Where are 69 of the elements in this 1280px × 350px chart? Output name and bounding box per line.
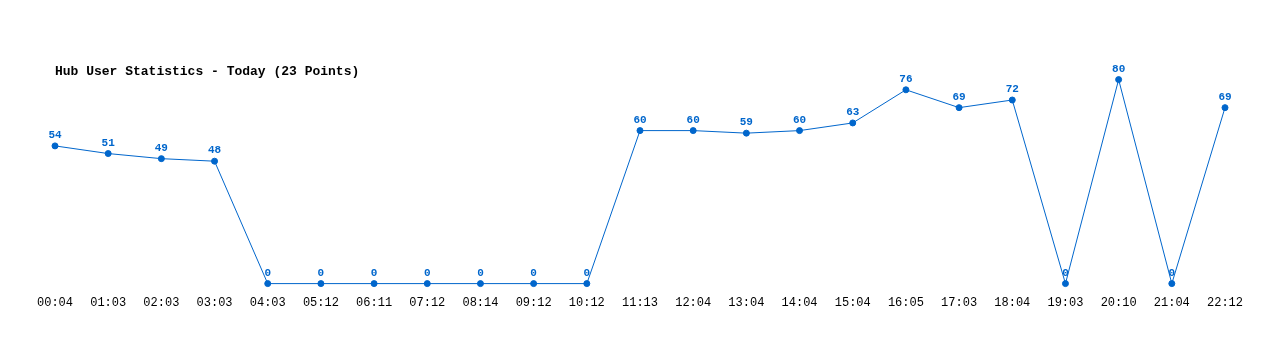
point (955, 104, 963, 112)
x-tick-label: 12:04 (675, 295, 712, 310)
point (157, 155, 165, 163)
data-label: 0 (477, 266, 484, 279)
data-label: 60 (792, 113, 807, 126)
data-label: 0 (1168, 266, 1176, 279)
data-label: 72 (1005, 83, 1019, 96)
data-label: 0 (264, 266, 272, 279)
data-label: 0 (530, 266, 537, 279)
point (742, 129, 750, 137)
data-label: 54 (48, 129, 62, 142)
point (317, 280, 325, 288)
x-tick-label: 16:05 (887, 295, 924, 310)
x-tick-label: 10:12 (568, 295, 605, 310)
x-tick-label: 07:12 (409, 295, 446, 310)
x-tick-label: 06:11 (356, 295, 393, 310)
data-label: 0 (317, 266, 325, 279)
point (1115, 76, 1123, 84)
point (1221, 104, 1229, 112)
x-tick-label: 02:03 (143, 295, 180, 310)
chart-title: Hub User Statistics - Today (23 Points) (55, 64, 360, 80)
x-tick-label: 11:13 (621, 295, 659, 310)
x-tick-label: 14:04 (781, 295, 818, 310)
x-tick-label: 09:12 (515, 295, 552, 310)
x-tick-label: 01:03 (90, 295, 127, 310)
x-tick-label: 04:03 (249, 295, 286, 310)
point (104, 150, 112, 158)
data-label: 51 (101, 136, 116, 149)
x-tick-label: 22:12 (1206, 295, 1244, 310)
x-tick-label: 17:03 (941, 295, 978, 310)
data-label: 76 (899, 73, 913, 86)
point (530, 280, 538, 288)
x-tick-label: 21:04 (1153, 295, 1190, 310)
point (51, 142, 59, 150)
point (1061, 280, 1069, 288)
data-label: 63 (846, 106, 860, 119)
x-tick-label: 05:12 (302, 295, 339, 310)
data-label: 0 (370, 266, 378, 279)
data-label: 0 (423, 266, 431, 279)
point (583, 280, 591, 288)
data-label: 60 (633, 113, 647, 126)
point (1008, 96, 1016, 104)
point (849, 119, 857, 127)
x-tick-label: 00:04 (36, 295, 74, 310)
x-tick-label: 15:04 (834, 295, 871, 310)
point (423, 280, 431, 288)
data-label: 59 (739, 116, 753, 129)
x-tick-label: 13:04 (728, 295, 765, 310)
x-tick-label: 08:14 (462, 295, 499, 310)
data-label: 69 (952, 90, 966, 103)
point (796, 127, 804, 135)
point (689, 127, 697, 135)
data-label: 48 (207, 144, 222, 157)
x-tick-label: 18:04 (994, 295, 1031, 310)
point (476, 280, 484, 288)
point (1168, 280, 1176, 288)
x-tick-label: 19:03 (1047, 295, 1084, 310)
data-label: 60 (686, 113, 700, 126)
x-tick-label: 03:03 (196, 295, 233, 310)
x-tick-label: 20:10 (1100, 295, 1137, 310)
data-label: 80 (1112, 62, 1126, 75)
point (636, 127, 644, 135)
data-label: 49 (154, 141, 168, 154)
data-label: 0 (583, 266, 591, 279)
point (264, 280, 272, 288)
point (211, 157, 219, 165)
point (370, 280, 378, 288)
data-label: 69 (1218, 90, 1232, 103)
point (902, 86, 910, 94)
